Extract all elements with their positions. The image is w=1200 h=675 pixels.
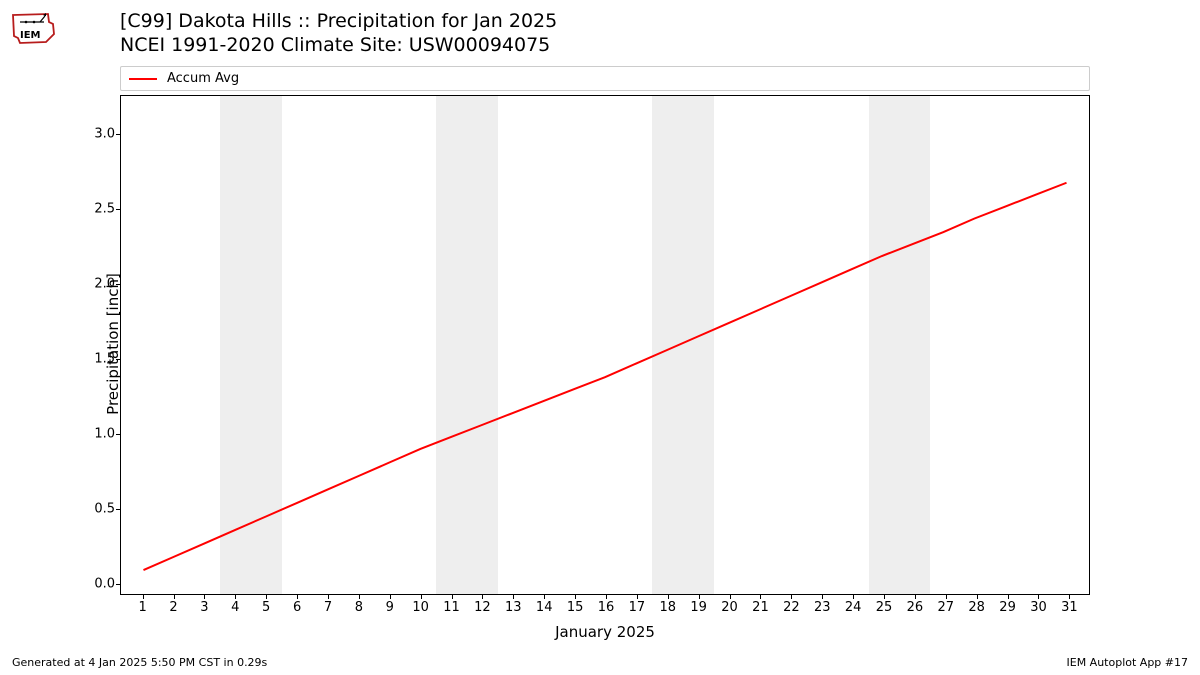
legend: Accum Avg [120, 66, 1090, 91]
ytick-label: 0.0 [94, 576, 115, 591]
xtick-mark [544, 594, 545, 599]
xtick-mark [266, 594, 267, 599]
ytick-label: 3.0 [94, 126, 115, 141]
xtick-label: 20 [721, 600, 738, 615]
ytick-mark [116, 509, 121, 510]
xtick-mark [452, 594, 453, 599]
ytick-label: 1.0 [94, 426, 115, 441]
ytick-mark [116, 434, 121, 435]
xtick-mark [915, 594, 916, 599]
xtick-label: 12 [474, 600, 491, 615]
xtick-label: 9 [386, 600, 394, 615]
xtick-label: 15 [567, 600, 584, 615]
xtick-label: 21 [752, 600, 769, 615]
xtick-label: 6 [293, 600, 301, 615]
xtick-mark [390, 594, 391, 599]
footer-appid: IEM Autoplot App #17 [1067, 656, 1189, 669]
xtick-mark [513, 594, 514, 599]
series-svg [121, 96, 1089, 594]
xtick-label: 26 [907, 600, 924, 615]
xtick-label: 5 [262, 600, 270, 615]
xtick-mark [143, 594, 144, 599]
xtick-label: 27 [938, 600, 955, 615]
xtick-label: 18 [660, 600, 677, 615]
xtick-mark [1008, 594, 1009, 599]
series-line-accum-avg [143, 183, 1066, 570]
xtick-label: 22 [783, 600, 800, 615]
y-axis-label: Precipitation [inch] [104, 273, 122, 415]
xtick-label: 29 [999, 600, 1016, 615]
xtick-label: 31 [1061, 600, 1078, 615]
xtick-mark [328, 594, 329, 599]
title-line1: [C99] Dakota Hills :: Precipitation for … [120, 10, 557, 34]
xtick-label: 8 [355, 600, 363, 615]
xtick-label: 11 [443, 600, 460, 615]
xtick-mark [1069, 594, 1070, 599]
xtick-label: 4 [231, 600, 239, 615]
ytick-mark [116, 134, 121, 135]
ytick-mark [116, 209, 121, 210]
xtick-label: 14 [536, 600, 553, 615]
xtick-mark [421, 594, 422, 599]
xtick-label: 19 [690, 600, 707, 615]
xtick-mark [482, 594, 483, 599]
xtick-mark [884, 594, 885, 599]
xtick-mark [359, 594, 360, 599]
xtick-label: 24 [845, 600, 862, 615]
xtick-mark [575, 594, 576, 599]
x-axis-label: January 2025 [555, 623, 655, 641]
xtick-label: 25 [876, 600, 893, 615]
xtick-label: 3 [200, 600, 208, 615]
xtick-mark [730, 594, 731, 599]
xtick-mark [977, 594, 978, 599]
xtick-mark [637, 594, 638, 599]
xtick-mark [699, 594, 700, 599]
xtick-label: 30 [1030, 600, 1047, 615]
xtick-mark [606, 594, 607, 599]
ytick-label: 0.5 [94, 501, 115, 516]
plot-area: 0.00.51.01.52.02.53.01234567891011121314… [120, 95, 1090, 595]
xtick-mark [204, 594, 205, 599]
iem-logo: IEM [10, 8, 58, 48]
xtick-label: 2 [169, 600, 177, 615]
xtick-mark [791, 594, 792, 599]
chart-title: [C99] Dakota Hills :: Precipitation for … [120, 10, 557, 58]
xtick-label: 17 [629, 600, 646, 615]
xtick-mark [822, 594, 823, 599]
xtick-mark [668, 594, 669, 599]
xtick-label: 23 [814, 600, 831, 615]
xtick-mark [1038, 594, 1039, 599]
xtick-label: 16 [598, 600, 615, 615]
ytick-mark [116, 584, 121, 585]
svg-text:IEM: IEM [20, 30, 41, 41]
xtick-mark [853, 594, 854, 599]
xtick-mark [235, 594, 236, 599]
legend-label: Accum Avg [167, 71, 239, 86]
xtick-label: 10 [412, 600, 429, 615]
xtick-mark [946, 594, 947, 599]
ytick-label: 2.5 [94, 201, 115, 216]
xtick-mark [174, 594, 175, 599]
xtick-mark [297, 594, 298, 599]
xtick-label: 13 [505, 600, 522, 615]
xtick-mark [760, 594, 761, 599]
xtick-label: 1 [138, 600, 146, 615]
footer-generated: Generated at 4 Jan 2025 5:50 PM CST in 0… [12, 656, 267, 669]
xtick-label: 28 [968, 600, 985, 615]
title-line2: NCEI 1991-2020 Climate Site: USW00094075 [120, 34, 557, 58]
xtick-label: 7 [324, 600, 332, 615]
legend-line-sample [129, 78, 157, 80]
